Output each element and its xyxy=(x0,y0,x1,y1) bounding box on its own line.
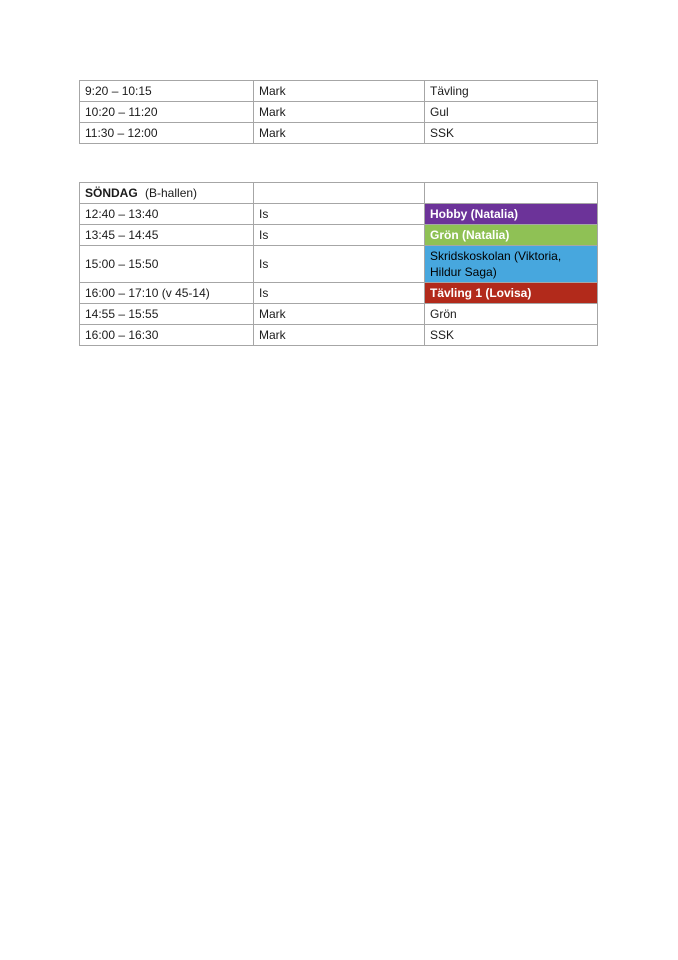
hall-label: (B-hallen) xyxy=(145,186,198,200)
table-header-row: SÖNDAG (B-hallen) xyxy=(79,182,598,204)
activity-cell: Tävling xyxy=(424,80,598,102)
activity-cell: Grön xyxy=(424,303,598,325)
surface-cell: Mark xyxy=(253,303,425,325)
activity-cell: Grön (Natalia) xyxy=(424,224,598,246)
time-cell: 13:45 – 14:45 xyxy=(79,224,254,246)
activity-cell: Hobby (Natalia) xyxy=(424,203,598,225)
table-row: 15:00 – 15:50 Is Skridskoskolan (Viktori… xyxy=(79,245,598,283)
activity-cell: SSK xyxy=(424,324,598,346)
table-row: 11:30 – 12:00 Mark SSK xyxy=(79,122,598,144)
activity-cell: Gul xyxy=(424,101,598,123)
table-row: 9:20 – 10:15 Mark Tävling xyxy=(79,80,598,102)
surface-cell: Mark xyxy=(253,324,425,346)
surface-cell: Mark xyxy=(253,101,425,123)
table-row: 16:00 – 17:10 (v 45-14) Is Tävling 1 (Lo… xyxy=(79,282,598,304)
time-cell: 16:00 – 17:10 (v 45-14) xyxy=(79,282,254,304)
time-cell: 9:20 – 10:15 xyxy=(79,80,254,102)
day-header-cell: SÖNDAG (B-hallen) xyxy=(79,182,254,204)
table-row: 10:20 – 11:20 Mark Gul xyxy=(79,101,598,123)
table-row: 13:45 – 14:45 Is Grön (Natalia) xyxy=(79,224,598,246)
activity-cell: Skridskoskolan (Viktoria, Hildur Saga) xyxy=(424,245,598,283)
schedule-table-morning: 9:20 – 10:15 Mark Tävling 10:20 – 11:20 … xyxy=(79,80,598,144)
time-cell: 10:20 – 11:20 xyxy=(79,101,254,123)
activity-cell: Tävling 1 (Lovisa) xyxy=(424,282,598,304)
surface-cell: Mark xyxy=(253,122,425,144)
table-row: 16:00 – 16:30 Mark SSK xyxy=(79,324,598,346)
table-row: 14:55 – 15:55 Mark Grön xyxy=(79,303,598,325)
time-cell: 15:00 – 15:50 xyxy=(79,245,254,283)
time-cell: 11:30 – 12:00 xyxy=(79,122,254,144)
surface-cell: Is xyxy=(253,203,425,225)
empty-cell xyxy=(253,182,425,204)
empty-cell xyxy=(424,182,598,204)
surface-cell: Is xyxy=(253,282,425,304)
surface-cell: Mark xyxy=(253,80,425,102)
time-cell: 12:40 – 13:40 xyxy=(79,203,254,225)
time-cell: 14:55 – 15:55 xyxy=(79,303,254,325)
table-row: 12:40 – 13:40 Is Hobby (Natalia) xyxy=(79,203,598,225)
activity-cell: SSK xyxy=(424,122,598,144)
schedule-table-sunday: SÖNDAG (B-hallen) 12:40 – 13:40 Is Hobby… xyxy=(79,182,598,346)
surface-cell: Is xyxy=(253,224,425,246)
surface-cell: Is xyxy=(253,245,425,283)
day-label: SÖNDAG xyxy=(85,186,138,200)
time-cell: 16:00 – 16:30 xyxy=(79,324,254,346)
